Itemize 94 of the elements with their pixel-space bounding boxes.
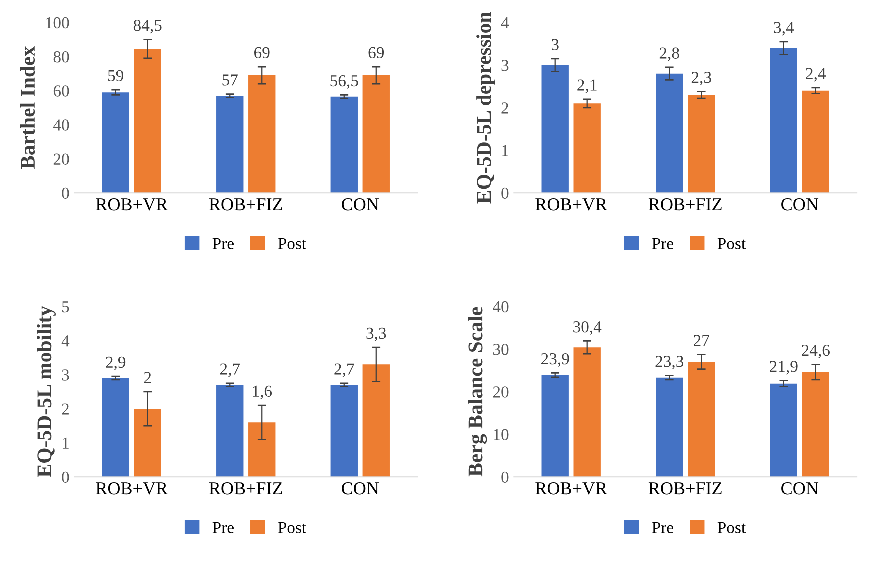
y-tick-label: 20: [54, 154, 70, 165]
bar: [802, 90, 830, 194]
y-tick-label: 3: [502, 60, 509, 72]
legend-label: Post: [278, 238, 306, 250]
x-tick-label: CON: [342, 482, 380, 495]
bar: [134, 49, 162, 194]
y-tick-label: 0: [502, 188, 509, 200]
data-label: 2,4: [806, 68, 826, 82]
bar: [770, 48, 798, 194]
data-label: 2,9: [106, 356, 126, 370]
data-label: 27: [694, 335, 710, 346]
y-axis-title: Berg Balance Scale: [468, 307, 488, 477]
data-label: 3: [552, 39, 559, 50]
bar: [248, 422, 276, 478]
bar: [656, 378, 684, 478]
bar: [330, 96, 358, 194]
x-tick-label: ROB+VR: [536, 198, 608, 211]
bar: [134, 408, 162, 478]
y-tick-label: 2: [502, 102, 508, 114]
legend-label: Post: [718, 522, 746, 534]
x-tick-label: CON: [782, 482, 819, 495]
bar: [362, 76, 390, 194]
bar: [802, 372, 830, 478]
x-tick-label: ROB+FIZ: [209, 482, 282, 495]
bar: [542, 375, 569, 478]
x-tick-label: ROB+VR: [536, 482, 608, 495]
y-tick-label: 4: [501, 18, 510, 29]
x-tick-label: ROB+FIZ: [648, 482, 722, 495]
bar: [656, 74, 684, 194]
data-label: 30,4: [574, 321, 602, 336]
data-label: 2,3: [692, 72, 712, 86]
y-tick-label: 2: [62, 404, 69, 415]
bar: [330, 385, 358, 478]
x-tick-label: ROB+VR: [96, 198, 168, 211]
data-label: 84,5: [134, 20, 162, 34]
bar: [248, 76, 276, 194]
y-tick-label: 40: [54, 120, 70, 131]
data-label: 2: [144, 372, 152, 384]
y-tick-label: 60: [54, 86, 70, 97]
data-label: 3,3: [366, 328, 386, 342]
data-label: 2,8: [660, 48, 680, 62]
y-tick-label: 20: [493, 386, 509, 398]
legend-label: Pre: [212, 238, 234, 250]
x-tick-label: ROB+FIZ: [648, 198, 722, 211]
y-tick-label: 30: [493, 344, 509, 356]
data-label: 69: [368, 47, 384, 59]
y-axis-title: EQ-5D-5L depression: [476, 12, 496, 204]
bar: [574, 104, 601, 194]
data-label: 24,6: [802, 344, 830, 359]
y-tick-label: 4: [62, 336, 70, 347]
data-label: 21,9: [770, 361, 798, 375]
data-label: 23,9: [542, 353, 570, 368]
y-axis-title: EQ-5D-5L mobility: [37, 306, 56, 478]
data-label: 1,6: [253, 386, 272, 400]
legend-label: Post: [278, 522, 306, 534]
data-label: 23,3: [656, 356, 684, 370]
data-label: 3,4: [774, 22, 794, 36]
y-tick-label: 0: [62, 188, 70, 200]
legend-label: Pre: [652, 238, 674, 250]
legend-label: Pre: [652, 522, 674, 534]
bar: [574, 348, 601, 478]
bar: [688, 95, 716, 194]
data-label: 2,1: [578, 80, 597, 94]
bar: [542, 65, 569, 194]
y-tick-label: 0: [62, 472, 70, 484]
bar: [770, 384, 798, 478]
y-axis-title: Barthel Index: [20, 46, 36, 170]
y-tick-label: 80: [54, 52, 70, 63]
y-tick-label: 40: [493, 301, 509, 313]
x-tick-label: ROB+FIZ: [209, 198, 282, 211]
y-tick-label: 3: [62, 370, 70, 381]
y-tick-label: 5: [62, 302, 70, 313]
bar: [102, 378, 130, 478]
data-label: 2,7: [334, 364, 354, 378]
legend-label: Pre: [212, 522, 234, 534]
x-tick-label: ROB+VR: [96, 482, 168, 495]
legend-label: Post: [718, 238, 746, 250]
data-label: 2,7: [220, 364, 240, 378]
data-label: 69: [254, 47, 270, 59]
y-tick-label: 100: [46, 17, 70, 29]
bar: [216, 96, 244, 194]
x-tick-label: CON: [342, 198, 380, 211]
x-tick-label: CON: [782, 198, 819, 211]
y-tick-label: 1: [62, 438, 69, 449]
data-label: 56,5: [330, 75, 358, 90]
bar: [102, 92, 130, 194]
data-label: 57: [222, 74, 238, 86]
bar: [688, 362, 716, 478]
y-tick-label: 1: [502, 145, 508, 156]
data-label: 59: [108, 70, 124, 82]
y-tick-label: 10: [494, 429, 509, 440]
y-tick-label: 0: [502, 472, 509, 484]
bar: [216, 385, 244, 478]
bar: [362, 364, 390, 478]
